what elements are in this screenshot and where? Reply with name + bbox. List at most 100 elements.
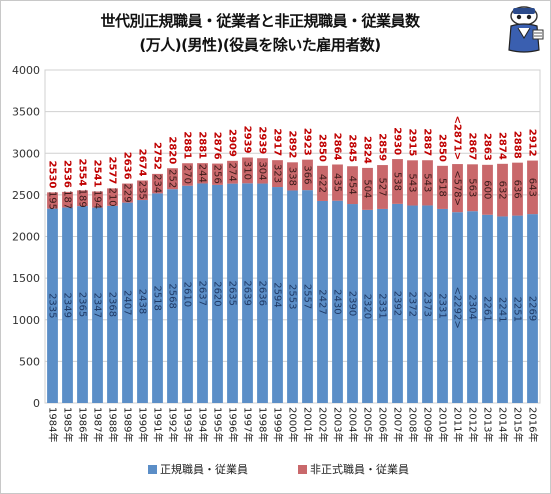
data-label-nonregular: 235 — [137, 181, 148, 200]
data-label-regular: <2292> — [452, 286, 463, 328]
x-tick-label: 2012年 — [467, 407, 480, 442]
data-label-nonregular: 194 — [92, 190, 103, 209]
data-label-regular: 2620 — [212, 281, 223, 306]
bar-regular — [392, 203, 403, 403]
bar-regular — [482, 214, 493, 403]
x-tick-label: 1993年 — [182, 407, 195, 442]
y-axis-tick-labels: 0 500 1000 1500 2000 2500 3000 3500 4000 — [12, 64, 40, 410]
x-tick-label: 1990年 — [137, 407, 150, 442]
bar-nonregular — [377, 165, 388, 209]
x-tick-label: 2010年 — [437, 407, 450, 442]
data-label-total: 2536 — [62, 160, 73, 188]
data-label-nonregular: <578> — [452, 170, 463, 206]
x-tick-label: 2009年 — [422, 407, 435, 442]
x-tick-label: 2006年 — [377, 407, 390, 442]
bar-nonregular — [497, 163, 508, 217]
data-label-total: 2752 — [152, 142, 163, 170]
x-tick-label: 2014年 — [497, 407, 510, 442]
data-label-regular: 2390 — [347, 291, 358, 316]
data-label-total: 2554 — [77, 159, 88, 187]
data-label-nonregular: 304 — [257, 161, 268, 180]
data-label-regular: 2335 — [47, 293, 58, 318]
data-label-regular: 2269 — [527, 296, 538, 321]
data-label-nonregular: 543 — [422, 173, 433, 192]
data-label-nonregular: 187 — [62, 190, 73, 209]
data-label-nonregular: 632 — [497, 181, 508, 200]
data-label-total: 2892 — [287, 130, 298, 158]
data-label-total: 2859 — [377, 133, 388, 161]
data-label-total: 2867 — [467, 132, 478, 160]
bar-nonregular — [332, 164, 343, 201]
data-label-regular: 2636 — [257, 281, 268, 306]
data-label-total: 2915 — [407, 128, 418, 156]
x-tick-label: 2015年 — [512, 407, 525, 442]
data-label-regular: 2568 — [167, 283, 178, 308]
x-tick-label: 1994年 — [197, 407, 210, 442]
data-label-total: 2863 — [482, 133, 493, 161]
data-label-total: 2541 — [92, 160, 103, 188]
bar-regular — [452, 212, 463, 403]
chart-title: 世代別正規職員・従業者と非正規職員・従業員数 — [100, 12, 420, 30]
data-label-nonregular: 234 — [152, 174, 163, 193]
data-label-regular: 2553 — [287, 284, 298, 309]
data-label-nonregular: 636 — [512, 180, 523, 199]
data-label-regular: 2637 — [197, 281, 208, 306]
bar-regular — [182, 185, 193, 403]
data-label-regular: 2610 — [182, 282, 193, 307]
y-tick-label: 1500 — [12, 272, 40, 285]
x-tick-label: 2011年 — [452, 407, 465, 442]
data-label-nonregular: 543 — [407, 173, 418, 192]
data-label-total: 2674 — [137, 149, 148, 177]
data-label-nonregular: 256 — [212, 165, 223, 184]
bar-nonregular — [347, 166, 358, 205]
data-label-total: 2939 — [242, 126, 253, 154]
mascot-logo — [508, 6, 544, 53]
data-label-nonregular: 310 — [242, 161, 253, 180]
data-label-regular: 2347 — [92, 293, 103, 318]
data-label-total: 2577 — [107, 157, 118, 185]
bar-nonregular — [122, 183, 133, 203]
data-label-regular: 2372 — [407, 292, 418, 317]
bar-nonregular — [182, 163, 193, 186]
data-label-nonregular: 600 — [482, 180, 493, 199]
bar-nonregular — [62, 191, 73, 208]
x-tick-label: 1999年 — [272, 407, 285, 442]
data-label-nonregular: 274 — [227, 163, 238, 182]
x-tick-label: 1989年 — [122, 407, 135, 442]
bar-regular — [317, 200, 328, 403]
data-label-regular: 2251 — [512, 297, 523, 322]
bar-nonregular — [242, 157, 253, 184]
x-tick-label: 1998年 — [257, 407, 270, 442]
data-label-regular: 2365 — [77, 292, 88, 317]
data-label-regular: 2304 — [467, 294, 478, 319]
y-tick-label: 500 — [19, 355, 40, 368]
bar-regular — [167, 189, 178, 403]
bar-nonregular — [272, 160, 283, 188]
bar-regular — [77, 206, 88, 403]
bar-regular — [362, 209, 373, 403]
x-tick-label: 2013年 — [482, 407, 495, 442]
data-label-total: 2930 — [392, 127, 403, 155]
data-label-total: 2881 — [197, 131, 208, 159]
data-label-nonregular: 643 — [527, 178, 538, 197]
y-tick-label: 3500 — [12, 106, 40, 119]
bar-nonregular — [227, 160, 238, 184]
bar-regular — [197, 183, 208, 403]
legend-label-regular: 正規職員・従業員 — [160, 462, 248, 476]
bar-regular — [122, 202, 133, 403]
data-label-nonregular: 338 — [287, 167, 298, 186]
bar-nonregular — [107, 188, 118, 206]
x-tick-label: 1995年 — [212, 407, 225, 442]
y-tick-label: 4000 — [12, 64, 40, 77]
y-tick-label: 0 — [33, 397, 40, 410]
data-label-nonregular: 252 — [167, 169, 178, 188]
data-label-total: <2871> — [452, 115, 463, 160]
data-label-regular: 2331 — [437, 293, 448, 318]
x-tick-label: 2002年 — [317, 407, 330, 442]
bar-regular — [302, 190, 313, 403]
bar-nonregular — [452, 164, 463, 213]
bar-regular — [407, 205, 418, 403]
bar-regular — [257, 183, 268, 403]
data-label-nonregular: 366 — [302, 165, 313, 184]
x-axis-tick-labels: 1984年 1985年 1986年 1987年 1988年 1989年 1990年 1991年… — [47, 407, 540, 442]
